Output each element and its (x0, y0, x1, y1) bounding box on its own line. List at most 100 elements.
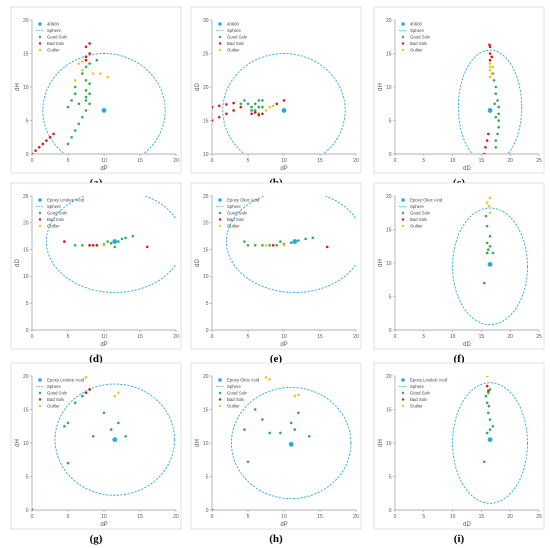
good-solvent-point (491, 251, 495, 255)
sphere-outline (42, 53, 166, 154)
good-solvent-point (297, 411, 300, 415)
bad-solvent-point (488, 52, 492, 55)
legend-label: Outlier (47, 404, 60, 409)
good-solvent-point (297, 239, 300, 242)
bad-solvent-point (32, 152, 34, 154)
bad-solvent-point (84, 391, 88, 395)
x-axis-label: dD (463, 522, 471, 528)
y-tick-label: 10 (386, 441, 392, 447)
sphere-outline (222, 53, 346, 154)
good-solvent-point (77, 122, 81, 126)
y-tick-label: 5 (389, 294, 392, 300)
x-tick-label: 5 (67, 158, 70, 164)
good-solvent-point (63, 424, 66, 428)
bad-solvent-point (282, 99, 286, 102)
good-solvent-point (261, 105, 264, 109)
good-solvent-point (494, 85, 498, 89)
y-tick-label: 20 (23, 18, 29, 24)
outlier-point (106, 75, 109, 79)
good-solvent-point (485, 431, 489, 435)
good-solvent-point (95, 58, 99, 62)
x-tick-label: 10 (281, 334, 287, 340)
bad-solvent-point (41, 142, 45, 146)
outlier-point (268, 378, 271, 381)
x-axis-label: dP (100, 342, 107, 348)
x-tick-label: 20 (353, 158, 359, 164)
panel-label: (i) (453, 533, 465, 545)
outlier-point (488, 62, 492, 65)
good-solvent-point (124, 435, 127, 438)
legend-label: Good Solv (47, 211, 68, 216)
legend-swatch (38, 42, 42, 45)
legend-swatch (38, 378, 42, 382)
legend-swatch (38, 404, 42, 408)
bad-solvent-point (250, 112, 253, 116)
legend-swatch (38, 198, 42, 202)
outlier-point (268, 105, 271, 109)
bad-solvent-point (487, 132, 490, 136)
x-axis-label: dD (463, 342, 471, 348)
legend-swatch (401, 218, 405, 221)
y-axis-label: dH (378, 259, 384, 267)
good-solvent-point (131, 234, 135, 238)
chart-svg: 0 5 10 15 20 25 0 5 10 15 20 dD dH Epoxy Oleic AcidSp… (373, 182, 545, 350)
x-tick-label: 10 (450, 158, 456, 164)
bad-solvent-point (212, 105, 214, 109)
good-solvent-point (311, 236, 315, 240)
legend-label: Outlier (227, 48, 240, 53)
legend-swatch (38, 224, 42, 228)
good-solvent-point (492, 79, 496, 82)
good-solvent-point (487, 248, 490, 251)
good-solvent-point (73, 85, 77, 89)
chart-svg: 0 5 10 15 20 25 0 5 10 15 20 dD dH Epoxy Linoleic Aci… (373, 362, 545, 530)
y-tick-label: 5 (389, 474, 392, 480)
chart-svg: 0 5 10 15 20 0 5 10 15 20 dP dH Epoxy Oleic AcidSphe… (190, 362, 362, 530)
chart-frame (373, 362, 545, 530)
y-axis-label: dD (195, 258, 201, 266)
y-tick-label: 20 (386, 374, 392, 380)
outlier-point (488, 68, 492, 72)
x-tick-label: 10 (101, 158, 107, 164)
outlier-point (264, 376, 268, 379)
y-tick-label: 0 (26, 328, 29, 334)
outlier-point (99, 72, 102, 75)
good-solvent-point (289, 241, 293, 244)
chart-panel: 0 5 10 15 20 0 5 10 15 20 dP dH Epoxy Oleic Acid Sphe… (190, 362, 362, 545)
y-tick-label: 0 (389, 508, 392, 514)
chart-panel: 0 5 10 15 20 0 5 10 15 20 dP dH 40600 Sphere Good Solv… (10, 6, 182, 189)
legend-label: Bad Solv (47, 397, 65, 402)
good-solvent-point (88, 92, 91, 95)
good-solvent-point (487, 404, 491, 408)
bad-solvent-point (225, 103, 228, 106)
x-axis-label: dP (280, 522, 287, 528)
legend-label: Outlier (227, 224, 240, 229)
bad-solvent-point (490, 55, 494, 59)
legend-label: Epoxy Linoleic Acid (47, 378, 85, 383)
bad-solvent-point (37, 146, 41, 149)
y-tick-label: 10 (386, 85, 392, 91)
x-tick-label: 20 (173, 334, 179, 340)
good-solvent-point (253, 408, 257, 411)
y-tick-label: 10 (23, 274, 29, 280)
y-tick-label: 20 (386, 194, 392, 200)
good-solvent-point (102, 411, 106, 415)
outlier-point (113, 394, 117, 398)
good-solvent-point (66, 461, 70, 465)
good-solvent-point (117, 421, 120, 425)
outlier-point (282, 244, 286, 247)
legend-label: Sphere (227, 204, 241, 209)
bad-solvent-point (84, 58, 88, 62)
good-solvent-point (494, 115, 498, 119)
chart-frame (10, 362, 182, 530)
y-tick-label: 20 (203, 374, 209, 380)
good-solvent-point (257, 105, 261, 109)
legend-label: 40600 (227, 22, 240, 27)
x-tick-label: 0 (211, 334, 214, 340)
good-solvent-point (84, 79, 88, 82)
good-solvent-point (484, 394, 488, 398)
reference-point (292, 239, 298, 244)
legend-swatch (218, 48, 222, 52)
legend-label: Sphere (410, 384, 424, 389)
x-tick-label: 10 (101, 514, 107, 520)
bad-solvent-point (212, 119, 214, 122)
